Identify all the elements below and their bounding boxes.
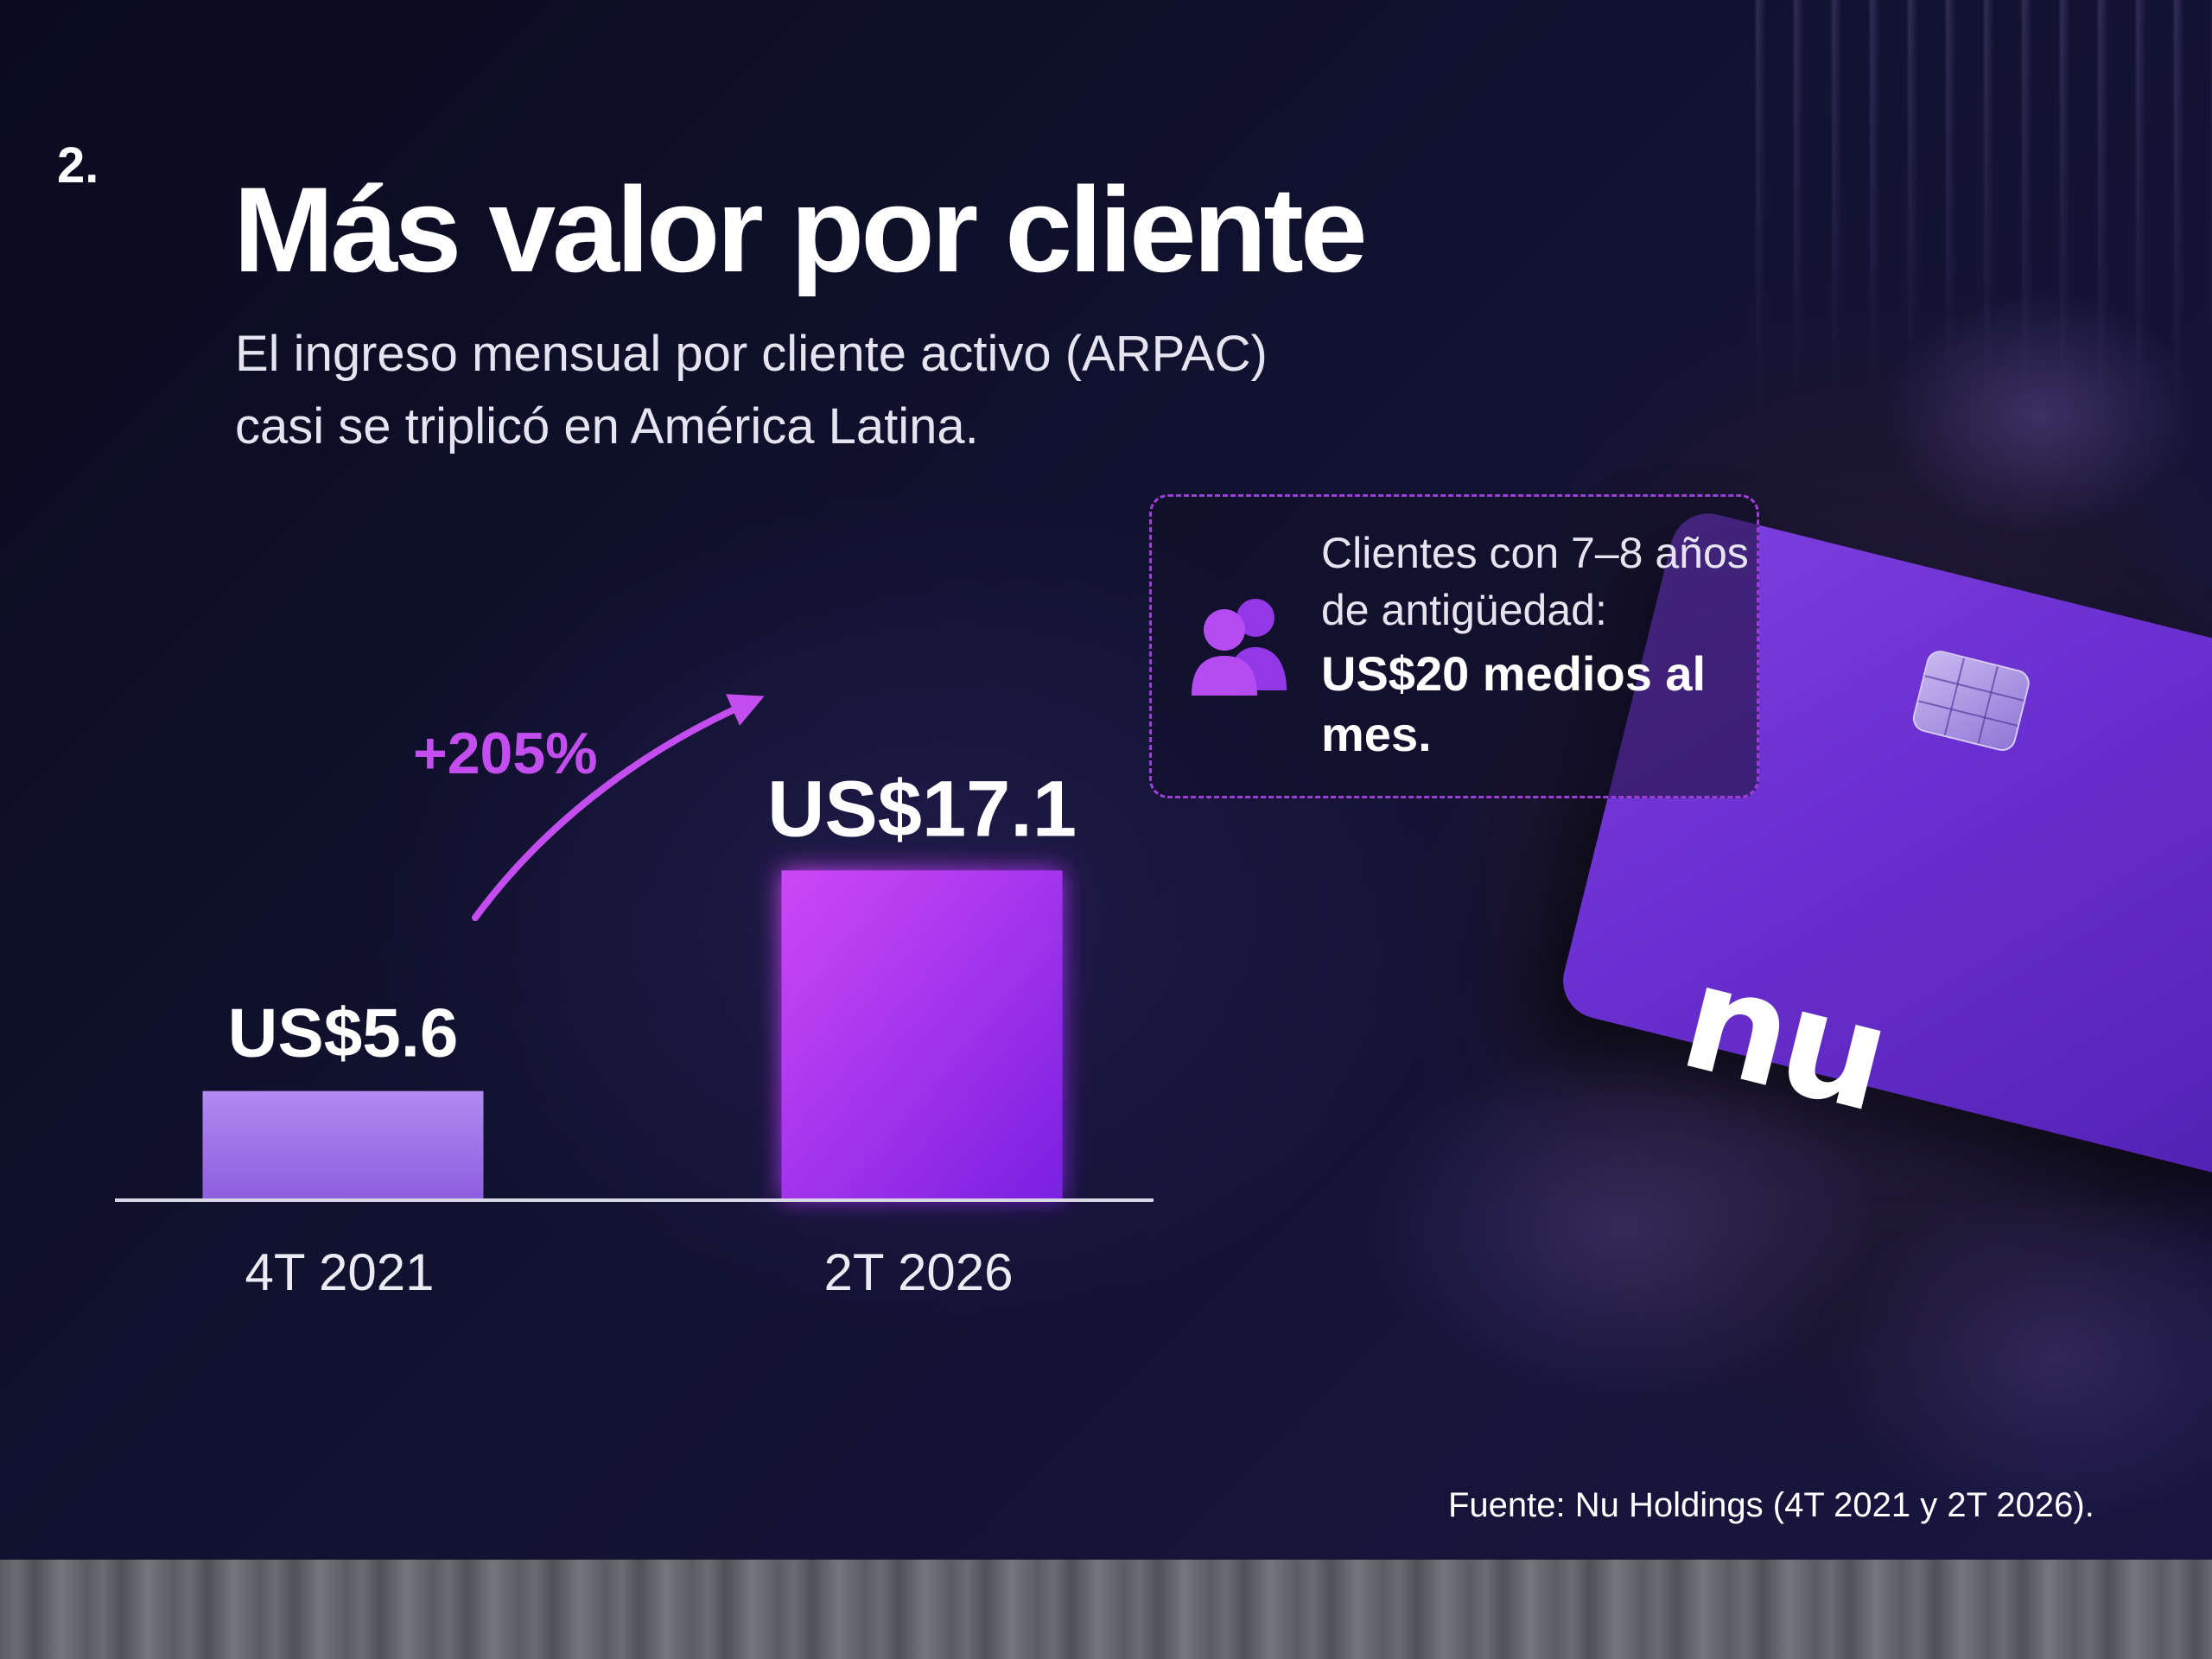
- value-label-1: US$5.6: [228, 995, 459, 1071]
- callout-box: Clientes con 7–8 años de antigüedad: US$…: [1149, 494, 1759, 798]
- people-icon: [1192, 599, 1287, 696]
- callout-text: Clientes con 7–8 años de antigüedad: US$…: [1321, 524, 1749, 765]
- callout-line-2: de antigüedad:: [1321, 586, 1607, 634]
- growth-annotation: +205%: [413, 721, 598, 786]
- source-note: Fuente: Nu Holdings (4T 2021 y 2T 2026).: [1448, 1486, 2094, 1524]
- category-label-1: 4T 2021: [245, 1243, 434, 1301]
- slide-number: 2.: [57, 137, 99, 194]
- callout-line-1: Clientes con 7–8 años: [1321, 529, 1749, 577]
- subtitle-line-2: casi se triplicó en América Latina.: [235, 398, 979, 454]
- category-label-2: 2T 2026: [823, 1243, 1013, 1301]
- subtitle: El ingreso mensual por cliente activo (A…: [235, 318, 1445, 463]
- bar-1: [202, 1090, 484, 1198]
- callout-value: US$20 medios al mes.: [1321, 646, 1707, 761]
- bar-chart: US$5.6 4T 2021 US$17.1 2T 2026 +205%: [115, 694, 1154, 1301]
- bottom-strip: [0, 1560, 2212, 1659]
- page-title: Más valor por cliente: [233, 162, 1368, 297]
- bar-2: [781, 870, 1063, 1198]
- value-label-2: US$17.1: [767, 765, 1077, 853]
- growth-arrow: [472, 694, 765, 921]
- subtitle-line-1: El ingreso mensual por cliente activo (A…: [235, 326, 1268, 382]
